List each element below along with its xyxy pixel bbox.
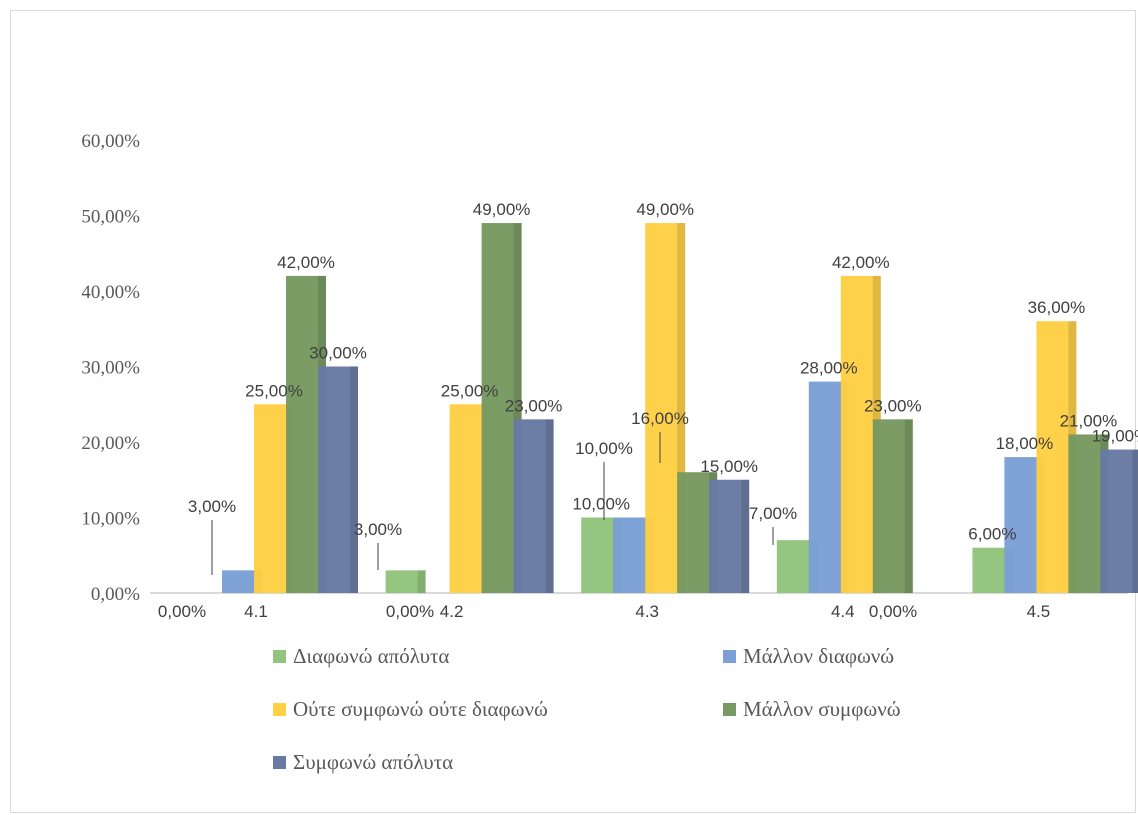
x-tick-label: 4.3	[635, 602, 659, 621]
data-label: 10,00%	[575, 439, 633, 458]
data-label: 25,00%	[245, 381, 303, 400]
data-label: 25,00%	[441, 381, 499, 400]
legend-label: Διαφωνώ απόλυτα	[293, 644, 449, 668]
bar	[385, 570, 426, 593]
data-label: 7,00%	[749, 504, 797, 523]
data-label: 42,00%	[832, 253, 890, 272]
bar-shade	[545, 419, 554, 593]
x-tick-label: 4.1	[244, 602, 268, 621]
data-label: 10,00%	[572, 495, 630, 514]
data-label: 6,00%	[968, 525, 1016, 544]
data-label: 49,00%	[636, 200, 694, 219]
data-label: 3,00%	[354, 520, 402, 539]
data-label: 15,00%	[700, 457, 758, 476]
bar-shade	[904, 419, 913, 593]
bar	[709, 479, 750, 593]
bar-shade	[417, 570, 426, 593]
y-tick-label: 60,00%	[81, 131, 140, 152]
y-tick-label: 0,00%	[91, 584, 140, 605]
y-tick-label: 30,00%	[81, 358, 140, 379]
x-tick-label: 4.2	[440, 602, 464, 621]
data-label: 0,00%	[386, 602, 434, 621]
legend-label: Συμφωνώ απόλυτα	[293, 750, 453, 774]
x-tick-label: 4.4	[831, 602, 855, 621]
bar	[872, 419, 913, 593]
data-label: 21,00%	[1060, 411, 1118, 430]
legend-label: Ούτε συμφωνώ ούτε διαφωνώ	[293, 697, 548, 721]
data-label: 23,00%	[864, 396, 922, 415]
legend-swatch	[723, 703, 736, 716]
legend-label: Μάλλον διαφωνώ	[743, 644, 894, 668]
bar-shade	[513, 223, 522, 594]
legend-swatch	[723, 650, 736, 663]
bar	[318, 366, 358, 593]
bar	[1100, 449, 1138, 593]
legend-swatch	[273, 650, 286, 663]
bar-shade	[741, 479, 750, 593]
data-label: 0,00%	[869, 602, 917, 621]
data-label: 23,00%	[505, 396, 563, 415]
bar	[513, 419, 554, 593]
data-label: 16,00%	[631, 409, 689, 428]
y-tick-label: 20,00%	[81, 433, 140, 454]
y-tick-label: 40,00%	[81, 282, 140, 303]
bar-shade	[1132, 449, 1138, 593]
legend-label: Μάλλον συμφωνώ	[743, 697, 901, 721]
data-label: 42,00%	[277, 253, 335, 272]
data-label: 30,00%	[309, 344, 367, 363]
data-label: 49,00%	[473, 200, 531, 219]
bar	[222, 570, 262, 593]
bar-shade	[677, 223, 686, 594]
data-label: 36,00%	[1028, 298, 1086, 317]
x-tick-label: 4.5	[1027, 602, 1051, 621]
y-tick-label: 10,00%	[81, 509, 140, 530]
y-tick-label: 50,00%	[81, 207, 140, 228]
data-label: 28,00%	[800, 359, 858, 378]
legend-swatch	[273, 756, 286, 769]
legend-swatch	[273, 703, 286, 716]
chart-frame	[10, 10, 1136, 813]
data-label: 18,00%	[996, 434, 1054, 453]
bar-shade	[350, 366, 358, 593]
data-label: 19,00%	[1092, 427, 1138, 446]
data-label: 3,00%	[188, 497, 236, 516]
data-label: 0,00%	[158, 602, 206, 621]
